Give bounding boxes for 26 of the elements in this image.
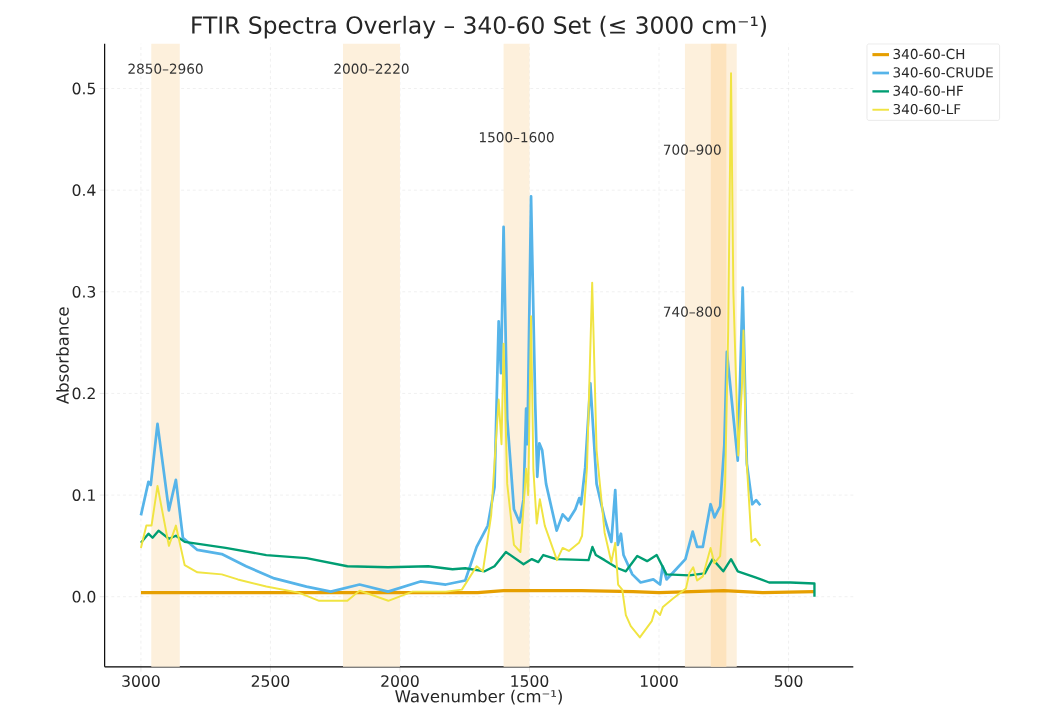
chart-title: FTIR Spectra Overlay – 340-60 Set (≤ 3000 cm⁻¹) bbox=[192, 15, 766, 39]
legend-label: 340-60-CRUDE bbox=[893, 67, 993, 78]
x-axis-title: Wavenumber (cm⁻¹) bbox=[395, 689, 562, 705]
x-tick-label: 2000 bbox=[381, 674, 419, 687]
y-tick-label: 0.3 bbox=[72, 285, 96, 298]
band-label: 1500–1600 bbox=[479, 131, 554, 143]
line-series bbox=[139, 529, 816, 598]
y-tick-label: 0.2 bbox=[72, 387, 95, 400]
x-tick-label: 1500 bbox=[511, 674, 549, 687]
legend-label: 340-60-HF bbox=[893, 85, 963, 96]
x-tick-label: 3000 bbox=[122, 674, 160, 687]
y-tick-label: 0.4 bbox=[72, 184, 96, 196]
legend-label: 340-60-LF bbox=[893, 103, 961, 115]
band-label: 2850–2960 bbox=[128, 63, 203, 74]
x-tick-label: 500 bbox=[774, 674, 803, 687]
legend-label: 340-60-CH bbox=[893, 48, 965, 59]
band-label: 2000–2220 bbox=[334, 63, 409, 74]
y-axis-title: Absorbance bbox=[56, 307, 69, 404]
y-tick-label: 0.0 bbox=[72, 590, 96, 603]
y-tick-label: 0.1 bbox=[72, 488, 95, 501]
y-tick-label: 0.5 bbox=[72, 82, 95, 95]
band-label: 700–900 bbox=[663, 144, 721, 155]
x-tick-label: 1000 bbox=[640, 674, 678, 687]
line-series bbox=[139, 72, 762, 639]
x-tick-label: 2500 bbox=[251, 674, 290, 687]
band-label: 740–800 bbox=[663, 306, 721, 317]
